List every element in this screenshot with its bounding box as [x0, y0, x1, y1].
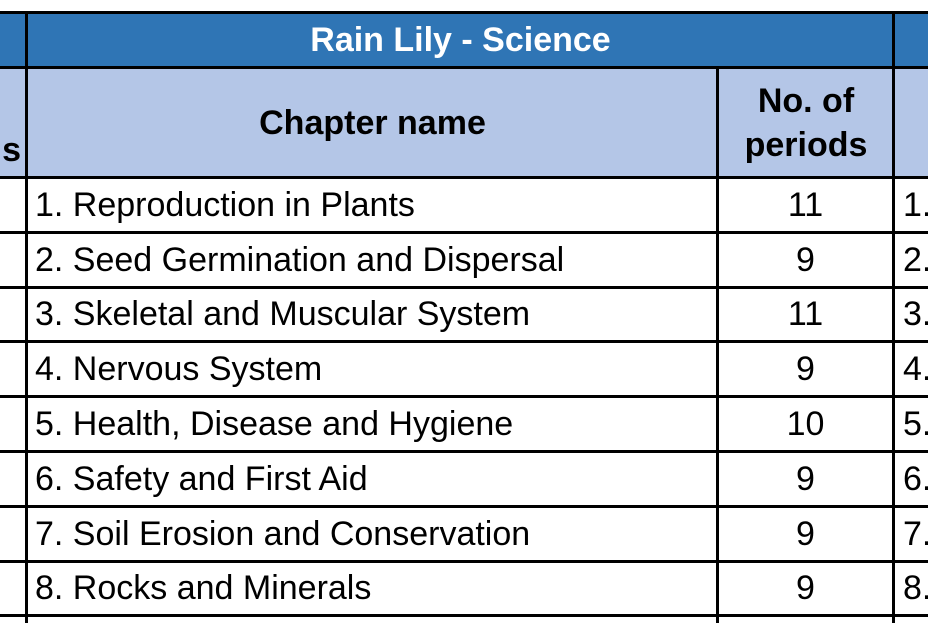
row-chapter-cell: 5. Health, Disease and Hygiene [27, 398, 716, 451]
row-chapter-cell: 6. Safety and First Aid [27, 453, 716, 506]
left-title-fill [0, 13, 27, 68]
next-column-partial-text: 6. [903, 459, 928, 498]
row-next-column-partial: 1. [897, 179, 928, 232]
right-title-fill [894, 13, 928, 68]
row-chapter-cell: 3. Skeletal and Muscular System [27, 289, 716, 342]
row-border [0, 559, 928, 563]
next-column-partial-text: 1. [903, 185, 928, 224]
next-column-partial-text: 4. [903, 350, 928, 389]
row-border [0, 230, 928, 234]
chapter-name-text: 4. Nervous System [35, 350, 323, 389]
row-chapter-cell: 4. Nervous System [27, 343, 716, 396]
chapter-name-text: 7. Soil Erosion and Conservation [35, 514, 531, 553]
row-next-column-partial: 4. [897, 343, 928, 396]
table-title-text: Rain Lily - Science [310, 21, 611, 59]
table-title: Rain Lily - Science [27, 13, 894, 68]
periods-value-text: 9 [796, 459, 815, 498]
row-next-column-partial: 2. [897, 234, 928, 287]
row-border [0, 285, 928, 289]
periods-value-text: 9 [796, 350, 815, 389]
row-periods-cell: 9 [719, 563, 892, 616]
row-next-column-partial: 3. [897, 289, 928, 342]
chapter-name-text: 3. Skeletal and Muscular System [35, 295, 531, 334]
next-column-partial-text: 7. [903, 514, 928, 553]
row-periods-cell: 9 [719, 508, 892, 561]
row-chapter-cell: 1. Reproduction in Plants [27, 179, 716, 232]
row-next-column-partial: 6. [897, 453, 928, 506]
next-column-partial-text: 8. [903, 569, 928, 608]
row-border [0, 614, 928, 618]
row-periods-cell: 10 [719, 398, 892, 451]
left-header-partial-text: s [2, 131, 21, 169]
right-header-fill [894, 68, 928, 178]
border-under-title [0, 66, 928, 69]
border-col-a [25, 11, 28, 623]
next-column-partial-text: 3. [903, 295, 928, 334]
row-chapter-cell: 7. Soil Erosion and Conservation [27, 508, 716, 561]
row-next-column-partial: 8. [897, 563, 928, 616]
chapter-name-text: 5. Health, Disease and Hygiene [35, 405, 514, 444]
chapter-name-text: 2. Seed Germination and Dispersal [35, 240, 565, 279]
next-column-partial-text: 5. [903, 405, 928, 444]
header-chapter-name: Chapter name [27, 68, 718, 178]
periods-value-text: 10 [786, 405, 825, 444]
chapter-name-text: 6. Safety and First Aid [35, 459, 368, 498]
periods-value-text: 9 [796, 569, 815, 608]
periods-value-text: 11 [787, 295, 824, 334]
left-header-partial: s [0, 68, 27, 178]
row-border [0, 450, 928, 453]
periods-value-text: 11 [787, 185, 824, 224]
border-col-b [716, 66, 719, 623]
row-chapter-cell: 8. Rocks and Minerals [27, 563, 716, 616]
border-under-header [0, 176, 928, 179]
border-top [0, 11, 928, 14]
row-next-column-partial: 5. [897, 398, 928, 451]
row-periods-cell: 9 [719, 453, 892, 506]
header-no-of-periods: No. of periods [718, 68, 894, 178]
chapter-name-text: 8. Rocks and Minerals [35, 569, 372, 608]
header-periods-line1: No. of [757, 82, 855, 120]
row-periods-cell: 9 [719, 234, 892, 287]
chapter-name-text: 1. Reproduction in Plants [35, 185, 415, 224]
header-periods-line2: periods [744, 126, 868, 164]
row-periods-cell: 11 [719, 289, 892, 342]
header-chapter-name-text: Chapter name [259, 104, 486, 142]
border-col-c [892, 11, 895, 623]
row-next-column-partial: 7. [897, 508, 928, 561]
row-border [0, 504, 928, 508]
row-border [0, 395, 928, 399]
row-periods-cell: 9 [719, 343, 892, 396]
next-column-partial-text: 2. [903, 240, 928, 279]
row-periods-cell: 11 [719, 179, 892, 232]
periods-value-text: 9 [796, 514, 815, 553]
row-border [0, 340, 928, 344]
periods-value-text: 9 [796, 240, 815, 279]
row-chapter-cell: 2. Seed Germination and Dispersal [27, 234, 716, 287]
